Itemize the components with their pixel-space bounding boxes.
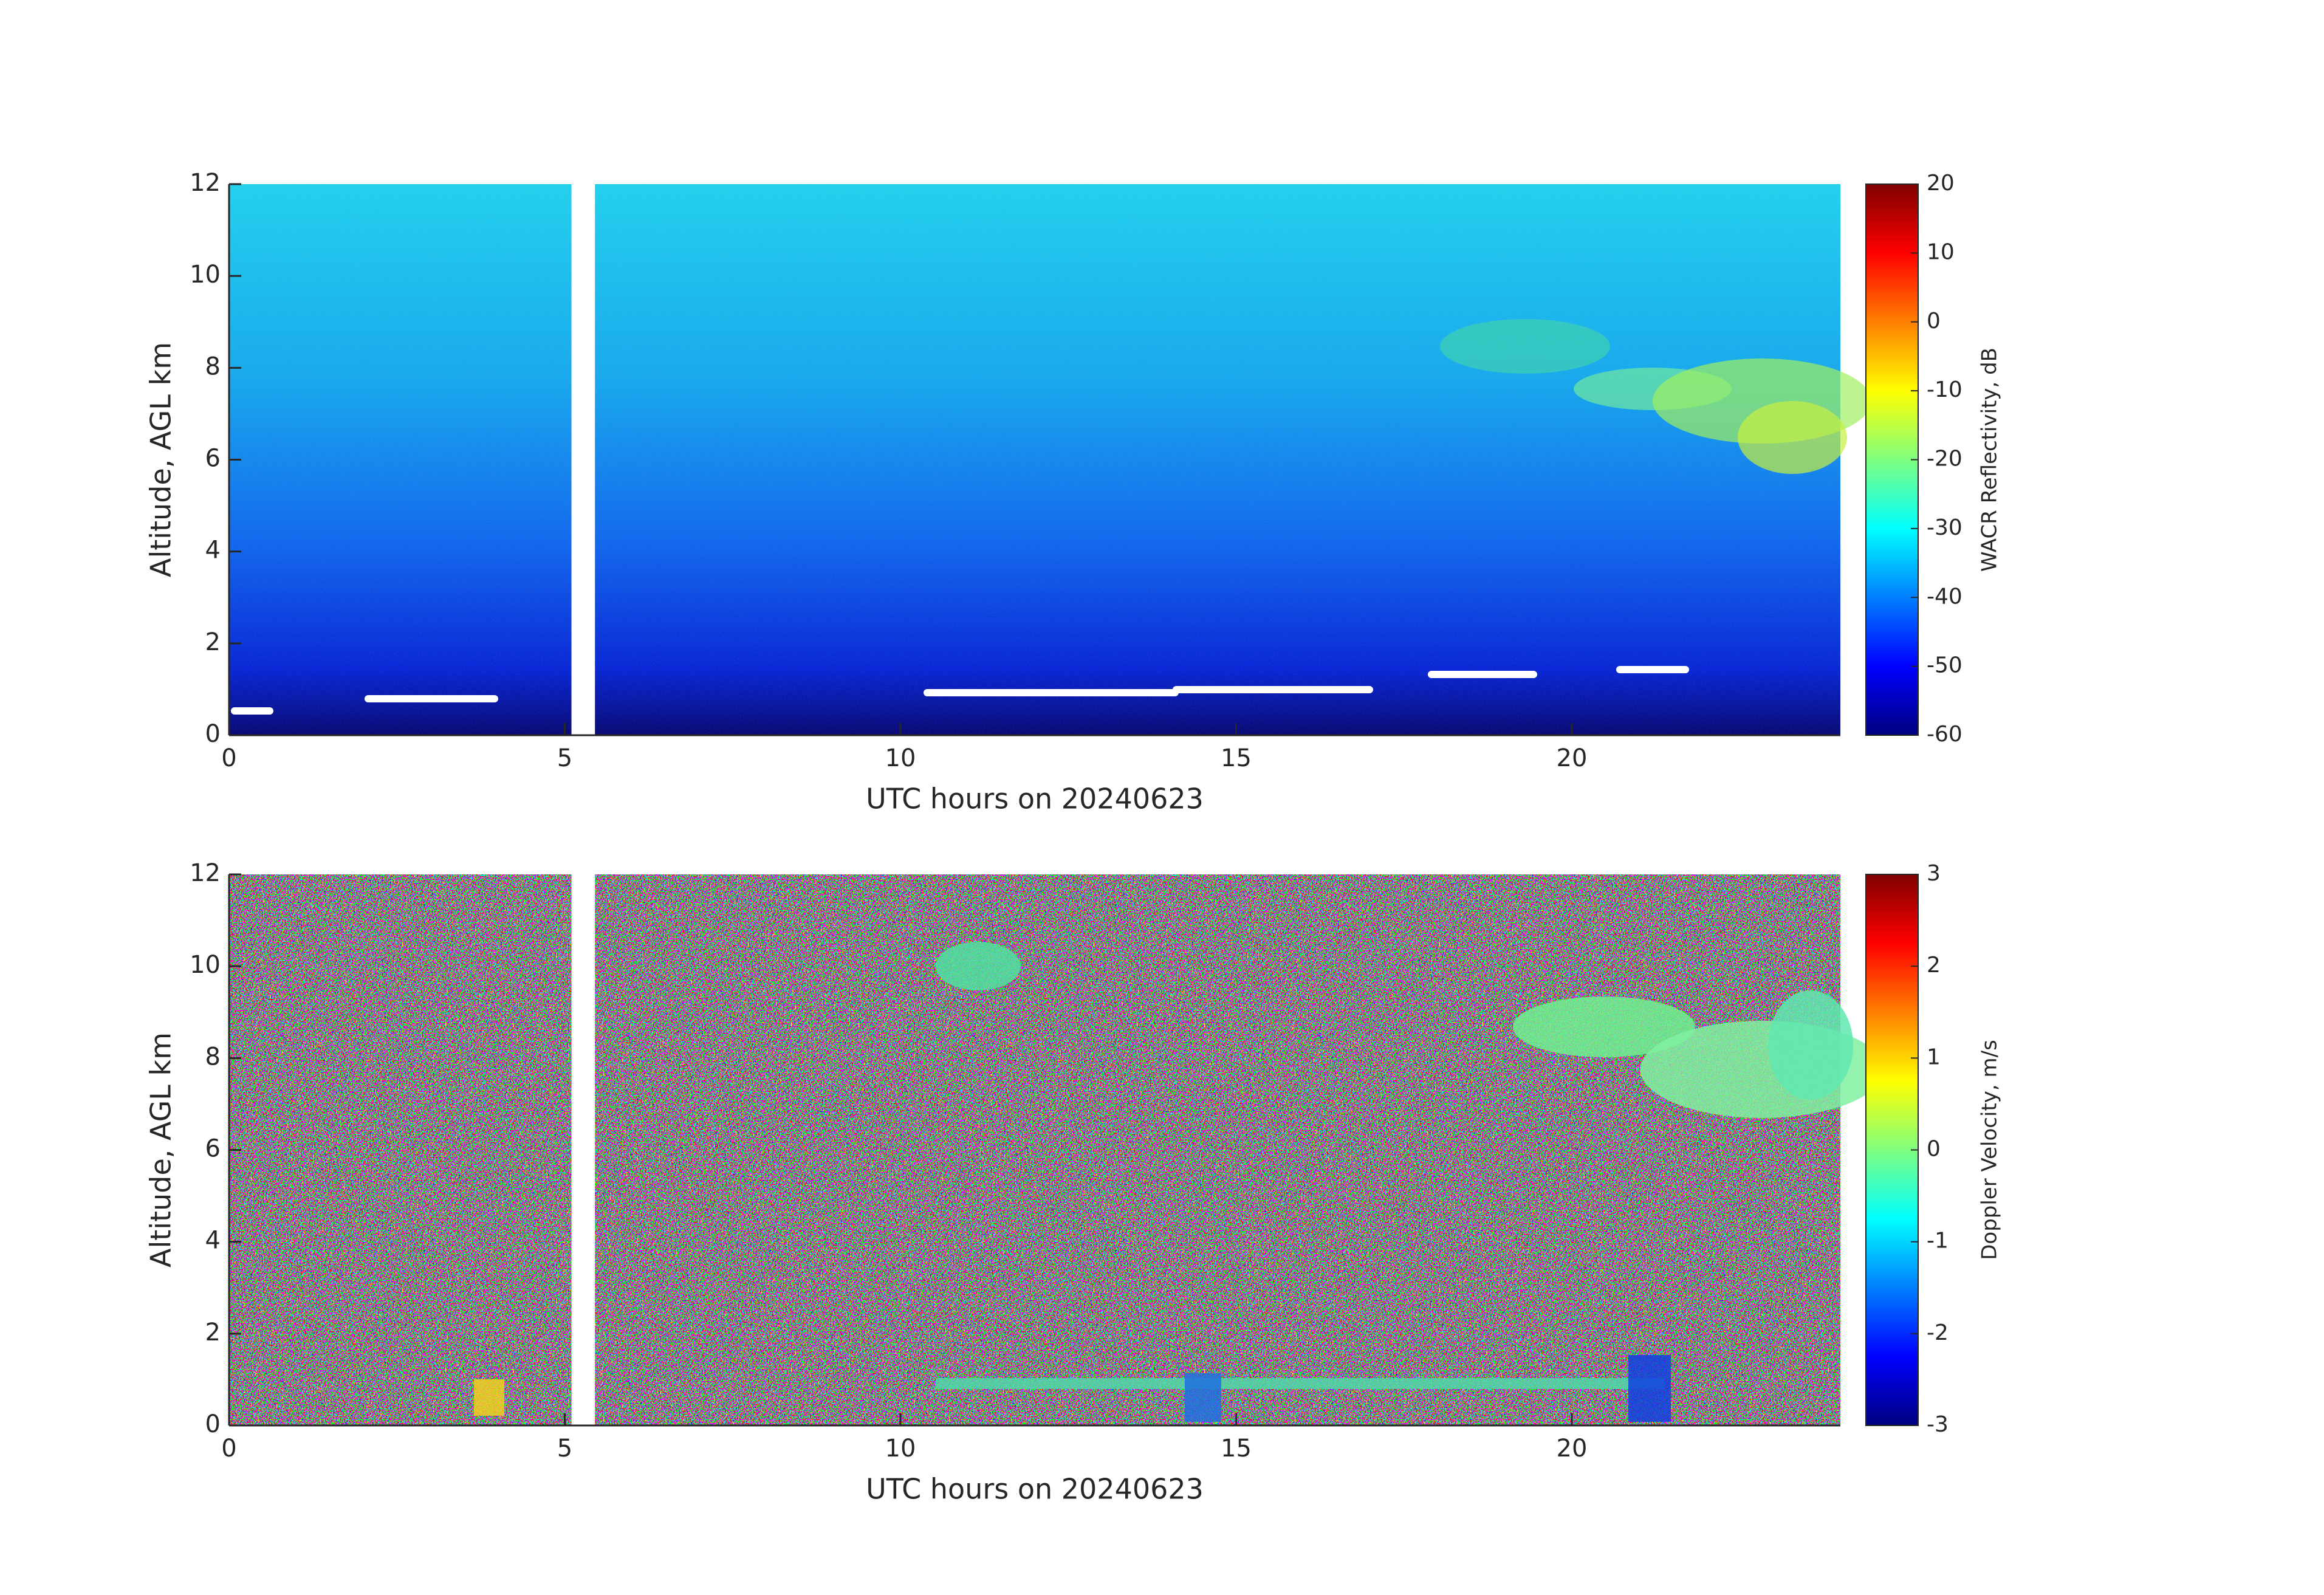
- cloud-echo: [1513, 996, 1695, 1057]
- colorbar-tick-label: -2: [1927, 1320, 1949, 1345]
- heatmap: [229, 184, 1871, 735]
- x-axis-label: UTC hours on 20240623: [866, 783, 1204, 815]
- cloud-base: [365, 695, 498, 702]
- y-tick-label: 10: [190, 261, 221, 289]
- y-tick-label: 4: [205, 537, 221, 564]
- x-tick-label: 20: [1557, 1435, 1588, 1463]
- cloud-echo: [1768, 990, 1853, 1100]
- colorbar: [1865, 184, 1919, 736]
- cloud-base: [924, 689, 1179, 696]
- y-tick-label: 0: [205, 720, 221, 748]
- heatmap: [229, 874, 1884, 1425]
- colorbar-tick-label: -30: [1927, 515, 1962, 540]
- x-tick-label: 5: [557, 1435, 572, 1463]
- y-axis-label: Altitude, AGL km: [145, 1032, 177, 1267]
- cloud-layer: [936, 1378, 1665, 1389]
- x-tick-label: 10: [885, 744, 916, 772]
- cloud-column: [474, 1379, 504, 1416]
- x-tick-label: 15: [1221, 744, 1252, 772]
- y-tick-label: 2: [205, 628, 221, 656]
- y-tick-label: 0: [205, 1410, 221, 1438]
- colorbar-tick-label: -40: [1927, 584, 1962, 609]
- colorbar-tick-label: 20: [1927, 171, 1955, 196]
- colorbar: [1865, 874, 1919, 1426]
- colorbar-tick-label: -50: [1927, 653, 1962, 678]
- colorbar-label: Doppler Velocity, m/s: [1978, 1040, 2002, 1260]
- colorbar-tick-label: -10: [1927, 377, 1962, 402]
- y-axis-label: Altitude, AGL km: [145, 342, 177, 577]
- y-tick-label: 8: [205, 352, 221, 380]
- data-gap: [571, 874, 595, 1425]
- colorbar-tick-label: -60: [1927, 722, 1962, 747]
- x-tick-label: 10: [885, 1435, 916, 1463]
- colorbar-tick-label: -20: [1927, 447, 1962, 472]
- cloud-echo: [936, 942, 1021, 990]
- y-tick-label: 4: [205, 1227, 221, 1255]
- data-gap: [571, 184, 595, 735]
- cloud-base: [1428, 671, 1537, 678]
- colorbar-tick-label: 0: [1927, 1137, 1941, 1162]
- x-axis-label: UTC hours on 20240623: [866, 1473, 1204, 1506]
- heatmap-field: [229, 874, 1840, 1425]
- colorbar-tick-label: -1: [1927, 1229, 1949, 1254]
- cloud-echo: [1738, 401, 1847, 474]
- cloud-column: [1185, 1373, 1221, 1422]
- y-tick-label: 12: [190, 859, 221, 887]
- colorbar-label: WACR Reflectivity, dB: [1978, 348, 2002, 572]
- y-tick-label: 6: [205, 445, 221, 473]
- cloud-column: [1628, 1355, 1671, 1422]
- cloud-base: [231, 707, 273, 715]
- colorbar-tick-label: 0: [1927, 309, 1941, 334]
- x-tick-label: 5: [557, 744, 572, 772]
- colorbar-tick-label: -3: [1927, 1412, 1949, 1437]
- x-tick-label: 20: [1557, 744, 1588, 772]
- y-tick-label: 2: [205, 1319, 221, 1346]
- y-tick-label: 8: [205, 1043, 221, 1071]
- colorbar-tick-label: 1: [1927, 1044, 1941, 1069]
- x-tick-label: 15: [1221, 1435, 1252, 1463]
- y-tick-label: 6: [205, 1135, 221, 1163]
- x-tick-label: 0: [221, 744, 236, 772]
- colorbar-tick-label: 10: [1927, 239, 1955, 264]
- x-tick-label: 0: [221, 1435, 236, 1463]
- colorbar-tick-label: 3: [1927, 861, 1941, 886]
- y-tick-label: 12: [190, 169, 221, 197]
- heatmap-texture: [229, 184, 1840, 735]
- cloud-base: [1173, 686, 1373, 693]
- y-tick-label: 10: [190, 951, 221, 979]
- colorbar-tick-label: 2: [1927, 953, 1941, 978]
- cloud-base: [1616, 666, 1689, 673]
- cloud-echo: [1440, 319, 1610, 374]
